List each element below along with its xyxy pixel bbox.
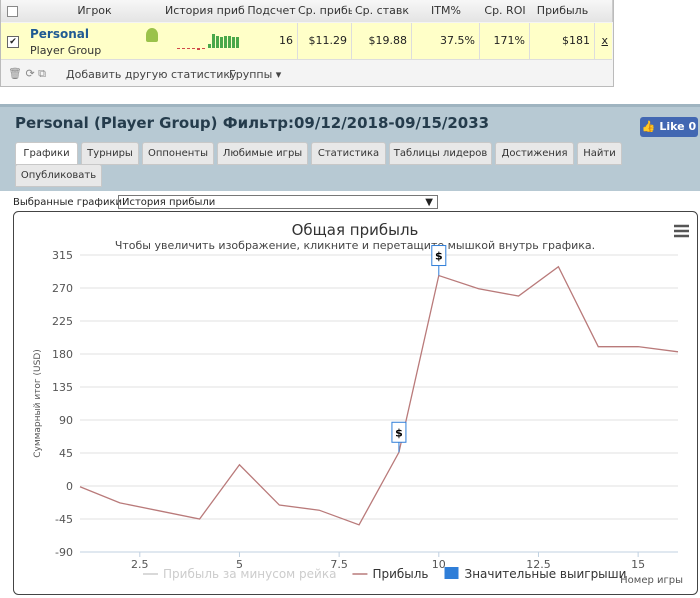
remove-link[interactable]: x (601, 34, 608, 47)
like-label: Like (659, 120, 685, 133)
like-count: 0 (688, 120, 697, 133)
legend-label: Значительные выигрыши (465, 567, 627, 581)
tab[interactable]: Найти (577, 142, 622, 165)
chart-frame (13, 211, 698, 595)
x-tick-label: 2.5 (131, 558, 149, 571)
col-header (595, 0, 613, 22)
avg-stake: $19.88 (352, 23, 412, 59)
y-tick-label: 90 (59, 414, 73, 427)
player-name[interactable]: Personal (30, 27, 89, 41)
x-tick-label: 7.5 (330, 558, 348, 571)
like-button[interactable]: 👍 Like 0 (640, 117, 698, 137)
row-check[interactable]: ✔ (7, 36, 19, 48)
itm: 37.5% (412, 23, 480, 59)
x-axis-label: Номер игры (620, 575, 683, 586)
toolbar-icons[interactable]: 🗑 ⟳ ⧉ (8, 67, 47, 80)
chart-subtitle: Чтобы увеличить изображение, кликните и … (115, 239, 595, 252)
profit-line (79, 265, 679, 526)
col-header[interactable]: Подсчет (245, 0, 299, 22)
legend-swatch (444, 567, 459, 579)
y-tick-label: 315 (52, 249, 73, 262)
y-tick-label: 135 (52, 381, 73, 394)
tab[interactable]: Статистика (311, 142, 386, 165)
x-tick-label: 12.5 (526, 558, 551, 571)
groups-label: Группы (229, 68, 273, 81)
section-title: Personal (Player Group) Фильтр:09/12/201… (15, 114, 490, 132)
tab[interactable]: Опубликовать (15, 164, 102, 187)
tab[interactable]: Любимые игры (217, 142, 308, 165)
flag-label: $ (395, 426, 403, 439)
data-row (1, 23, 612, 60)
x-tick-label: 5 (236, 558, 243, 571)
legend-label: Прибыль за минусом рейка (163, 567, 336, 581)
chart-select[interactable]: История прибыли ▼ (118, 195, 438, 209)
x-tick-label: 15 (631, 558, 645, 571)
col-header[interactable]: Прибыль (530, 0, 596, 22)
flag (431, 245, 447, 267)
groups-button[interactable]: Группы ▾ (229, 68, 282, 81)
add-stat-button[interactable]: Добавить другую статистику (66, 68, 237, 81)
count: 16 (245, 23, 298, 59)
col-header[interactable]: История прибы (165, 0, 246, 22)
col-header[interactable]: Ср. ставк (352, 0, 413, 22)
flag (391, 421, 407, 443)
chart-select-label: Выбранные графики: (13, 197, 126, 208)
profit: $181 (530, 23, 595, 59)
col-header[interactable]: Ср. прибы (298, 0, 353, 22)
x-tick-label: 10 (432, 558, 446, 571)
col-header[interactable]: Ср. ROI (480, 0, 531, 22)
tab[interactable]: Графики (15, 142, 78, 165)
y-tick-label: -45 (55, 513, 73, 526)
badge-icon (146, 28, 158, 42)
avg-profit: $11.29 (298, 23, 352, 59)
chart-select-value: История прибыли (122, 197, 216, 208)
menu-icon[interactable] (674, 224, 689, 238)
roi: 171% (480, 23, 530, 59)
tab[interactable]: Таблицы лидеров (389, 142, 492, 165)
legend-label: Прибыль (372, 567, 428, 581)
y-tick-label: -90 (55, 546, 73, 559)
chart-title: Общая прибыль (292, 221, 419, 239)
sparkline (177, 34, 239, 50)
y-tick-label: 45 (59, 447, 73, 460)
col-header[interactable]: ITM% (412, 0, 481, 22)
y-axis-label: Суммарный итог (USD) (33, 349, 43, 458)
tab[interactable]: Оппоненты (142, 142, 214, 165)
y-tick-label: 0 (66, 480, 73, 493)
player-group: Player Group (30, 44, 102, 57)
y-tick-label: 270 (52, 282, 73, 295)
y-tick-label: 180 (52, 348, 73, 361)
tab[interactable]: Достижения (495, 142, 574, 165)
y-tick-label: 225 (52, 315, 73, 328)
header-check[interactable] (1, 0, 25, 22)
col-header[interactable]: Игрок (24, 0, 166, 22)
tab[interactable]: Турниры (81, 142, 139, 165)
flag-label: $ (435, 250, 443, 263)
